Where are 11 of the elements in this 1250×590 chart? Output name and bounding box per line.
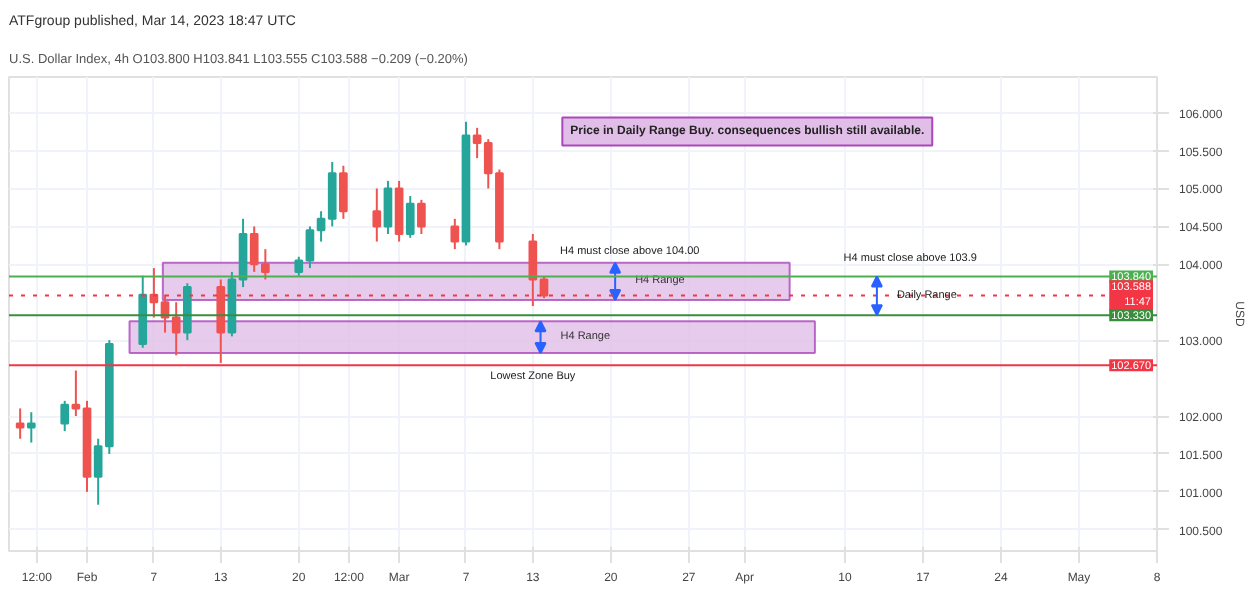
candlestick — [60, 399, 70, 433]
candlestick — [339, 164, 348, 220]
candlestick — [372, 187, 382, 243]
candlestick — [182, 282, 192, 342]
candlestick — [450, 217, 460, 251]
candlestick — [383, 179, 393, 235]
candlestick — [394, 179, 404, 243]
candlestick — [405, 195, 415, 239]
candlestick — [216, 278, 226, 364]
candlestick — [26, 411, 36, 444]
candlestick — [417, 198, 426, 235]
